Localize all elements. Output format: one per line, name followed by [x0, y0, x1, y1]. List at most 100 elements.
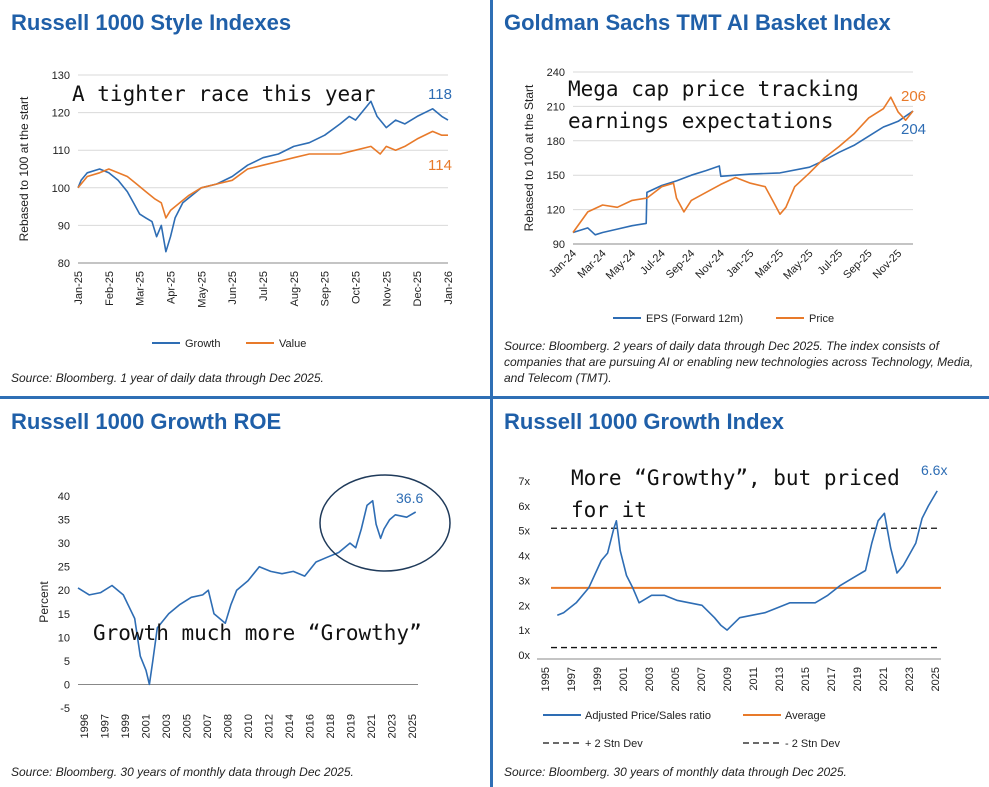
- y-axis-title: Percent: [37, 581, 51, 623]
- y-tick-label: 240: [547, 67, 565, 79]
- y-tick-label: 90: [553, 239, 565, 251]
- x-tick-label: Jul-25: [258, 271, 270, 301]
- x-tick-label: 2007: [202, 714, 214, 738]
- x-tick-label: Apr-25: [166, 271, 178, 304]
- x-tick-label: 2012: [264, 714, 276, 738]
- x-tick-label: Mar-25: [135, 271, 147, 306]
- x-tick-label: Feb-25: [104, 271, 116, 306]
- handwritten-annotation: Growth much more “Growthy”: [93, 621, 422, 645]
- x-tick-label: 2025: [407, 714, 419, 738]
- style-indexes-title: Russell 1000 Style Indexes: [11, 10, 292, 35]
- x-tick-label: May-24: [604, 248, 638, 282]
- legend-label-plus-2sd: + 2 Stn Dev: [585, 738, 643, 750]
- x-tick-label: Jan-26: [443, 271, 455, 305]
- x-tick-label: 2016: [305, 714, 317, 738]
- y-tick-label: 150: [547, 170, 565, 182]
- tmt-ai-title: Goldman Sachs TMT AI Basket Index: [504, 10, 891, 35]
- handwritten-annotation: More “Growthy”, but priced: [571, 466, 900, 490]
- y-tick-label: 120: [547, 205, 565, 217]
- x-tick-label: 2018: [325, 714, 337, 738]
- vertical-divider: [490, 0, 493, 787]
- y-tick-label: 120: [52, 108, 70, 120]
- x-tick-label: 2013: [774, 667, 786, 691]
- x-tick-label: 2014: [284, 714, 296, 738]
- y-tick-label: 35: [58, 515, 70, 527]
- growth-index-title: Russell 1000 Growth Index: [504, 409, 784, 434]
- y-tick-label: 5: [64, 656, 70, 668]
- growth-index-chart: 0x 1x 2x 3x 4x 5x 6x 7x 1995 1997 1999 2001 2003 2005…: [518, 462, 947, 750]
- x-tick-label: Sep-25: [320, 271, 332, 306]
- handwritten-annotation: Mega cap price tracking: [568, 77, 859, 101]
- x-tick-label: Oct-25: [351, 271, 363, 304]
- style-indexes-chart: 80 90 100 110 120 130 Jan-25 Feb-25 Mar-25 Apr-25…: [17, 70, 455, 350]
- x-tick-label: 1995: [540, 667, 552, 691]
- x-tick-label: May-25: [781, 248, 815, 282]
- x-tick-label: 2015: [800, 667, 812, 691]
- handwritten-annotation: for it: [571, 498, 647, 522]
- x-tick-label: Sep-24: [664, 248, 698, 282]
- series-line-growth: [77, 100, 449, 253]
- growth-index-source: Source: Bloomberg. 30 years of monthly d…: [504, 765, 847, 779]
- series-line-value: [77, 130, 448, 219]
- y-tick-label: 7x: [518, 476, 530, 488]
- y-tick-label: 40: [58, 491, 70, 503]
- y-axis-title: Rebased to 100 at the Start: [522, 84, 536, 231]
- y-tick-label: 15: [58, 609, 70, 621]
- legend-label-value: Value: [279, 338, 306, 350]
- y-tick-label: 5x: [518, 526, 530, 538]
- x-tick-label: 2021: [366, 714, 378, 738]
- x-tick-label: Jun-25: [227, 271, 239, 305]
- x-tick-label: Jan-24: [547, 248, 579, 280]
- y-tick-label: 210: [547, 101, 565, 113]
- x-tick-label: 2023: [904, 667, 916, 691]
- x-tick-label: 2005: [670, 667, 682, 691]
- y-tick-label: 6x: [518, 501, 530, 513]
- x-tick-label: 2010: [243, 714, 255, 738]
- y-tick-label: 90: [58, 220, 70, 232]
- y-tick-label: 0: [64, 679, 70, 691]
- x-tick-label: 2025: [930, 667, 942, 691]
- x-tick-label: 2019: [346, 714, 358, 738]
- price-sales-line: [557, 490, 938, 631]
- tmt-ai-source: Source: Bloomberg. 2 years of daily data…: [504, 339, 974, 385]
- legend-label-minus-2sd: - 2 Stn Dev: [785, 738, 841, 750]
- value-end-label: 114: [428, 157, 452, 174]
- y-tick-label: 130: [52, 70, 70, 82]
- x-tick-label: 2008: [223, 714, 235, 738]
- y-axis-title: Rebased to 100 at the start: [17, 96, 31, 241]
- style-indexes-panel: Russell 1000 Style Indexes 80 90 100 110 120…: [0, 0, 490, 396]
- legend-label-growth: Growth: [185, 338, 220, 350]
- x-tick-label: 2017: [826, 667, 838, 691]
- growth-end-label: 118: [428, 86, 452, 103]
- roe-panel: Russell 1000 Growth ROE -5 0 5 10 15 20 25 30 35…: [0, 399, 490, 787]
- roe-series-line: [77, 499, 417, 686]
- legend-label: Price: [809, 313, 834, 325]
- x-tick-label: Aug-25: [289, 271, 301, 306]
- x-tick-label: Nov-24: [693, 248, 727, 282]
- legend-label-average: Average: [785, 710, 826, 722]
- x-tick-label: 2005: [182, 714, 194, 738]
- x-tick-label: 1997: [100, 714, 112, 738]
- y-tick-label: 3x: [518, 575, 530, 587]
- ps-end-label: 6.6x: [921, 462, 947, 478]
- eps-end-label: 204: [901, 121, 926, 138]
- y-tick-label: 25: [58, 562, 70, 574]
- y-tick-label: 10: [58, 632, 70, 644]
- x-tick-label: 2003: [161, 714, 173, 738]
- y-tick-label: 1x: [518, 625, 530, 637]
- series-line: [572, 110, 914, 236]
- series-line: [572, 96, 914, 233]
- x-tick-label: Jan-25: [73, 271, 85, 305]
- roe-title: Russell 1000 Growth ROE: [11, 409, 282, 434]
- x-tick-label: 1996: [79, 714, 91, 738]
- y-tick-label: 80: [58, 258, 70, 270]
- x-tick-label: Jan-25: [724, 248, 756, 280]
- x-tick-label: 2009: [722, 667, 734, 691]
- x-tick-label: May-25: [196, 271, 208, 308]
- handwritten-annotation: earnings expectations: [568, 109, 834, 133]
- y-tick-label: -5: [60, 703, 70, 715]
- x-tick-label: 2021: [878, 667, 890, 691]
- style-indexes-source: Source: Bloomberg. 1 year of daily data …: [11, 371, 324, 385]
